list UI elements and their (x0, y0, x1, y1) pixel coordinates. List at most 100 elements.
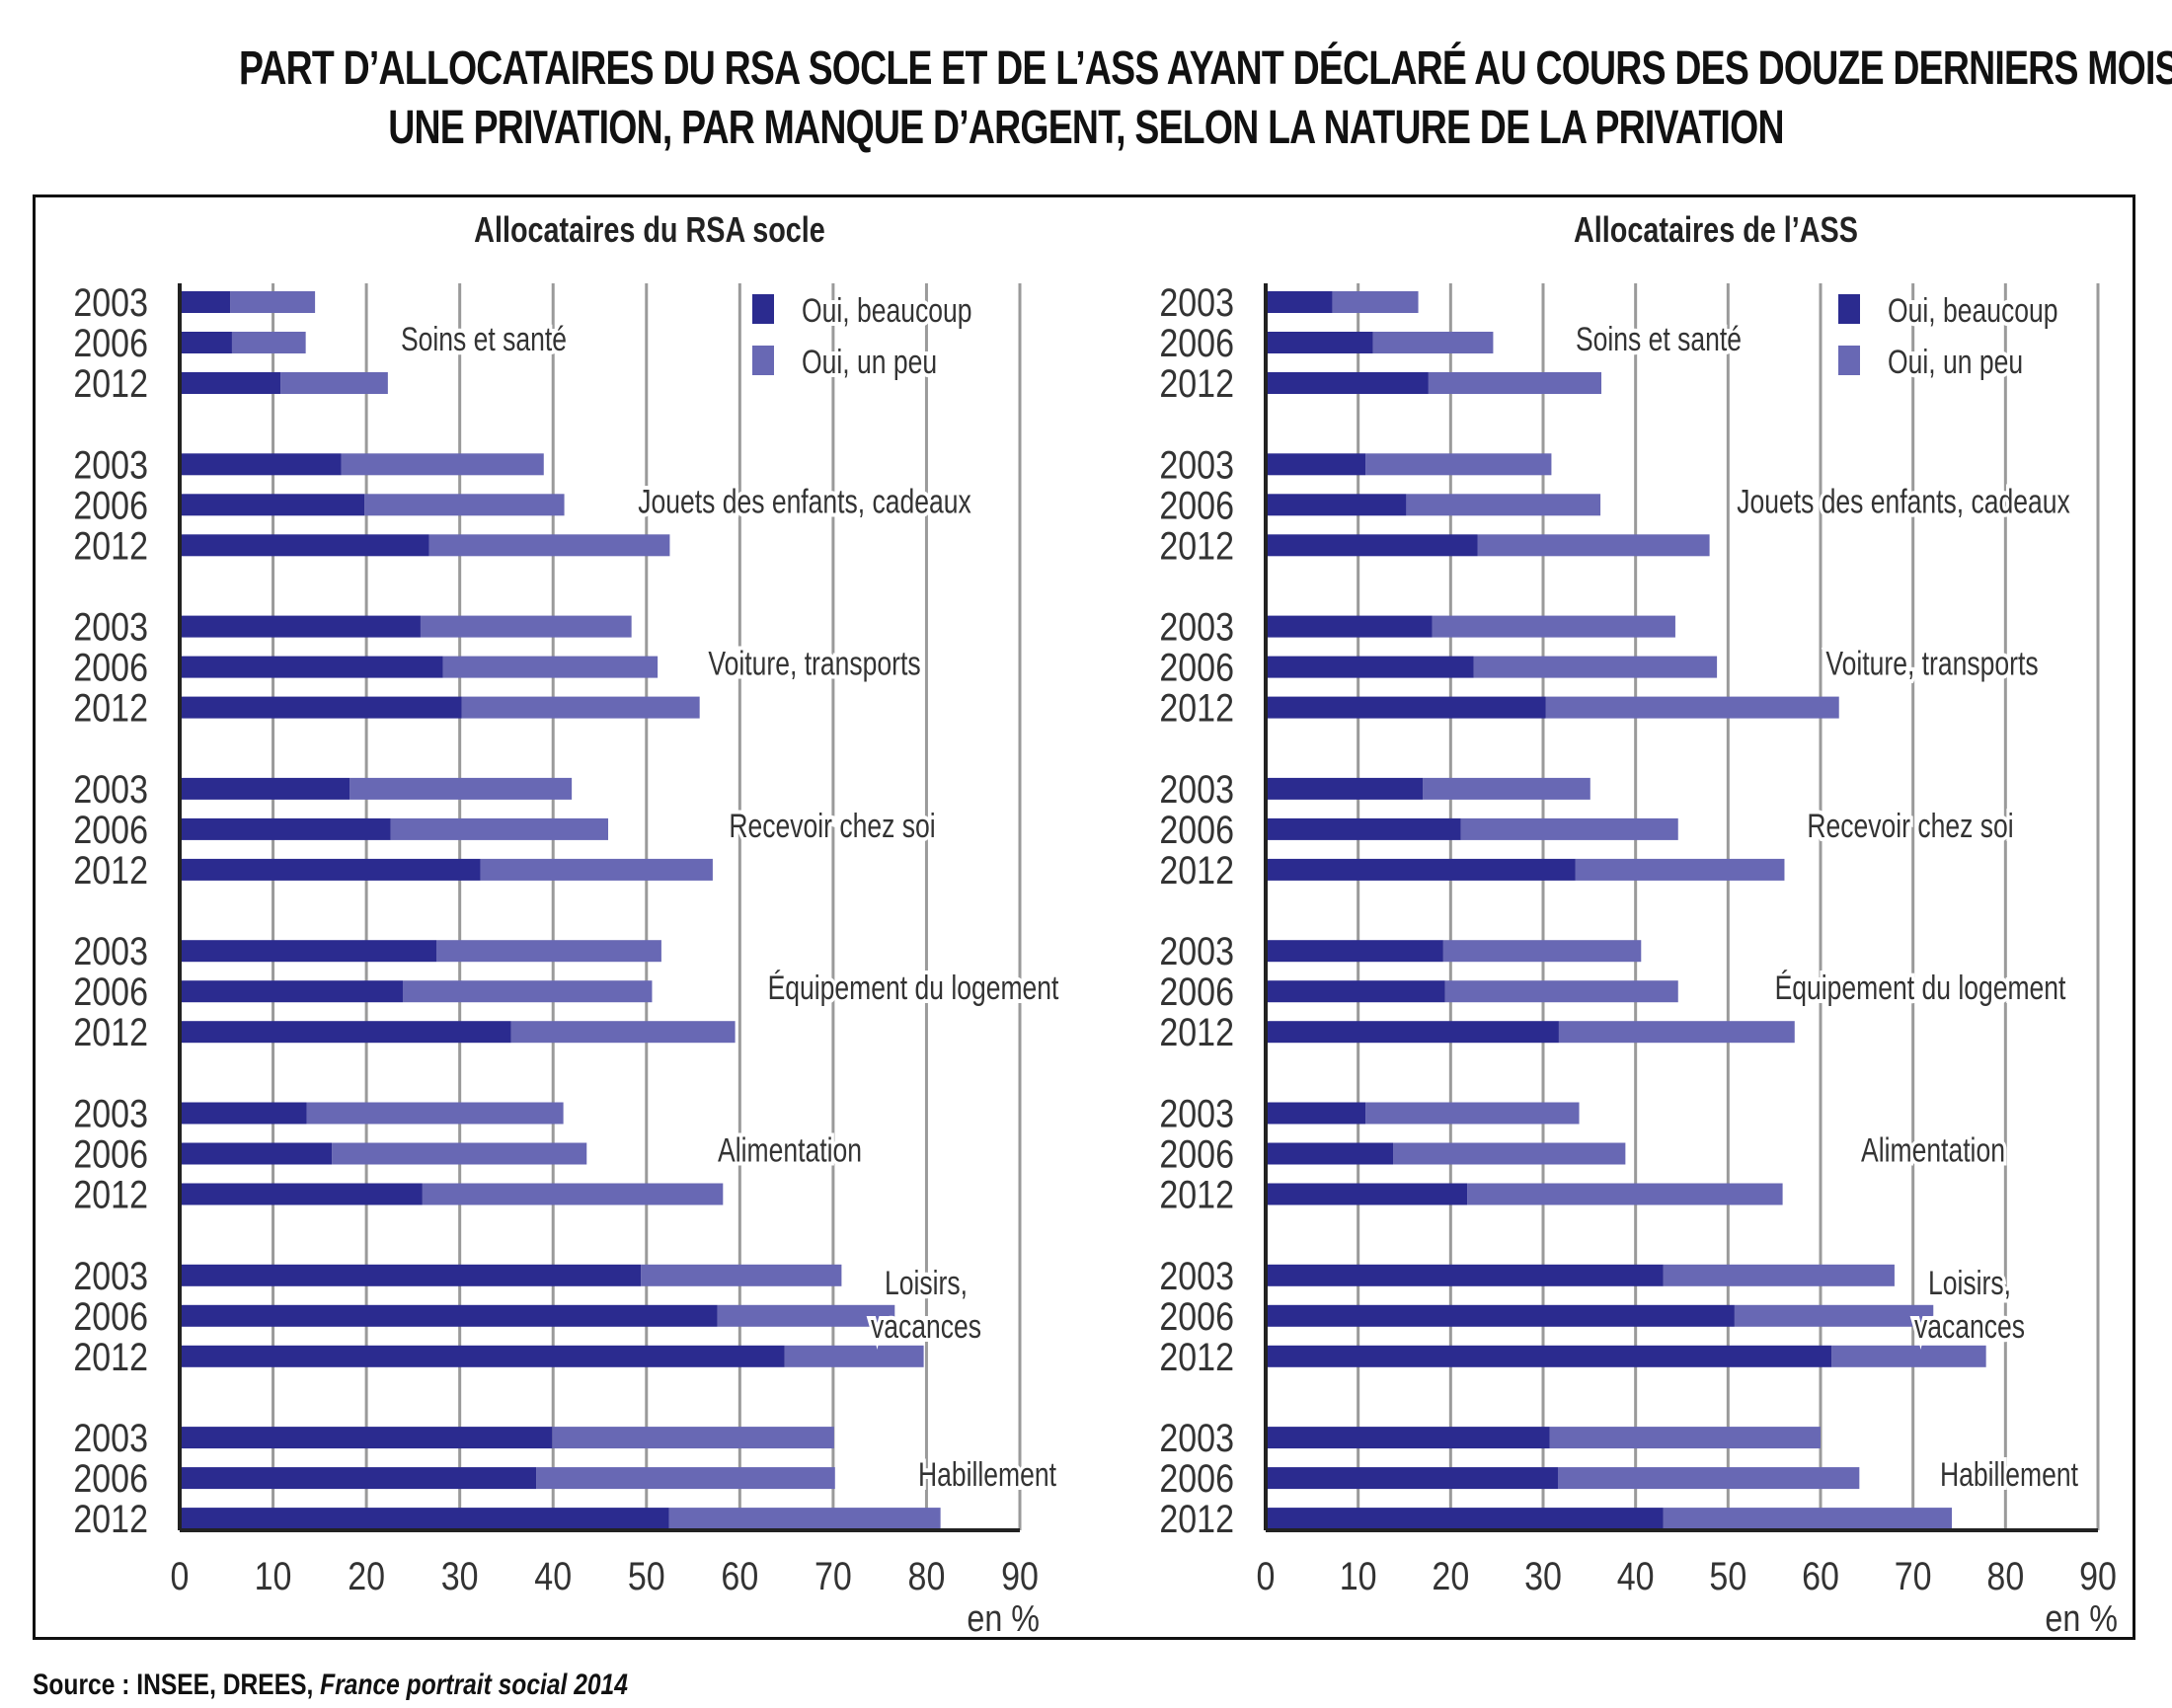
x-tick-label-ass: 0 (1257, 1553, 1276, 1597)
category-label-ass-7: Habillement (1940, 1456, 2078, 1494)
bar-un-peu-ass-3-2006 (1460, 817, 1678, 840)
bar-un-peu-rsa-6-2006 (717, 1304, 895, 1327)
bar-un-peu-ass-7-2012 (1663, 1508, 1953, 1530)
legend-swatch-un-peu-ass (1838, 346, 1860, 375)
category-label-rsa-5: Alimentation (718, 1131, 862, 1169)
legend-label-halo-rsa: Oui, beaucoup (802, 292, 971, 330)
bar-beaucoup-rsa-2-2012 (180, 696, 462, 719)
category-label-rsa-6: vacances (871, 1308, 981, 1346)
category-label-halo-rsa-7: Habillement (918, 1456, 1056, 1494)
category-label-halo-ass-3: Recevoir chez soi (1807, 808, 2013, 845)
bar-beaucoup-rsa-5-2003 (180, 1102, 307, 1125)
year-label-ass: 2006 (1159, 645, 1234, 689)
bar-un-peu-rsa-1-2003 (341, 453, 544, 476)
year-label-ass: 2006 (1159, 320, 1234, 364)
bar-un-peu-ass-5-2012 (1467, 1183, 1783, 1205)
bar-beaucoup-ass-0-2003 (1266, 291, 1333, 313)
x-tick-label-ass: 40 (1617, 1553, 1655, 1597)
bar-un-peu-ass-1-2012 (1477, 534, 1710, 557)
category-label-rsa-3: Recevoir chez soi (729, 808, 935, 845)
year-label-rsa: 2003 (73, 929, 148, 973)
bar-un-peu-rsa-4-2006 (402, 980, 653, 1003)
bar-beaucoup-ass-6-2006 (1266, 1304, 1735, 1327)
bar-beaucoup-ass-3-2006 (1266, 817, 1461, 840)
year-label-ass: 2003 (1159, 442, 1234, 487)
year-label-rsa: 2003 (73, 279, 148, 324)
bar-beaucoup-rsa-6-2012 (180, 1345, 785, 1367)
year-label-rsa: 2006 (73, 1455, 148, 1500)
bar-un-peu-ass-1-2003 (1365, 453, 1552, 476)
legend-label-halo-rsa: Oui, un peu (802, 344, 937, 381)
year-label-ass: 2012 (1159, 1496, 1234, 1540)
year-label-ass: 2003 (1159, 1253, 1234, 1297)
year-label-rsa: 2012 (73, 1496, 148, 1540)
category-label-halo-rsa-4: Équipement du logement (768, 969, 1059, 1007)
bar-un-peu-rsa-7-2006 (536, 1467, 835, 1490)
year-label-rsa: 2006 (73, 483, 148, 527)
x-tick-label-rsa: 40 (534, 1553, 572, 1597)
bar-un-peu-ass-7-2003 (1549, 1427, 1821, 1449)
bar-beaucoup-rsa-3-2003 (180, 777, 350, 800)
bar-beaucoup-rsa-1-2006 (180, 494, 365, 516)
category-label-rsa-2: Voiture, transports (708, 645, 920, 682)
bar-beaucoup-ass-1-2006 (1266, 494, 1407, 516)
x-tick-label-rsa: 30 (441, 1553, 479, 1597)
bar-un-peu-rsa-5-2006 (332, 1142, 587, 1165)
category-label-ass-0: Soins et santé (1576, 321, 1742, 358)
bar-beaucoup-ass-2-2006 (1266, 656, 1474, 678)
year-label-ass: 2012 (1159, 1172, 1234, 1216)
category-label-rsa-6: Loisirs, (885, 1265, 968, 1302)
bar-beaucoup-ass-0-2012 (1266, 372, 1429, 394)
year-label-ass: 2003 (1159, 1415, 1234, 1459)
bar-un-peu-rsa-4-2003 (436, 940, 661, 963)
year-label-rsa: 2003 (73, 1253, 148, 1297)
x-tick-label-ass: 90 (2079, 1553, 2117, 1597)
legend-label-halo-ass: Oui, beaucoup (1888, 292, 2057, 330)
x-tick-label-rsa: 90 (1001, 1553, 1039, 1597)
category-label-ass-3: Recevoir chez soi (1807, 808, 2013, 845)
bar-beaucoup-rsa-0-2003 (180, 291, 231, 313)
bar-beaucoup-rsa-5-2006 (180, 1142, 333, 1165)
bar-un-peu-ass-0-2012 (1428, 372, 1602, 394)
category-label-ass-4: Équipement du logement (1775, 969, 2066, 1007)
year-label-ass: 2012 (1159, 360, 1234, 405)
category-label-halo-ass-2: Voiture, transports (1825, 645, 2038, 682)
category-label-halo-rsa-1: Jouets des enfants, cadeaux (638, 483, 971, 520)
panel-title-rsa: Allocataires du RSA socle (474, 209, 825, 250)
year-label-rsa: 2003 (73, 1091, 148, 1135)
bar-beaucoup-ass-1-2003 (1266, 453, 1366, 476)
source-note: Source : INSEE, DREES, France portrait s… (33, 1669, 628, 1702)
category-label-halo-ass-0: Soins et santé (1576, 321, 1742, 358)
category-label-ass-5: Alimentation (1861, 1131, 2005, 1169)
bar-beaucoup-rsa-4-2003 (180, 940, 437, 963)
bar-un-peu-ass-1-2006 (1406, 494, 1601, 516)
category-label-rsa-7: Habillement (918, 1456, 1056, 1494)
legend-swatch-beaucoup-rsa (752, 294, 774, 324)
bar-un-peu-ass-6-2003 (1663, 1264, 1895, 1286)
category-label-halo-rsa-3: Recevoir chez soi (729, 808, 935, 845)
legend-label-beaucoup-ass: Oui, beaucoup (1888, 292, 2057, 330)
bar-beaucoup-ass-6-2003 (1266, 1264, 1664, 1286)
bar-beaucoup-ass-2-2003 (1266, 615, 1433, 638)
x-tick-label-rsa: 70 (814, 1553, 852, 1597)
bar-un-peu-ass-7-2006 (1557, 1467, 1860, 1490)
year-label-ass: 2012 (1159, 1010, 1234, 1054)
year-label-ass: 2003 (1159, 1091, 1234, 1135)
year-label-ass: 2006 (1159, 807, 1234, 851)
year-label-ass: 2006 (1159, 483, 1234, 527)
x-tick-label-ass: 60 (1802, 1553, 1839, 1597)
x-tick-label-ass: 80 (1986, 1553, 2024, 1597)
x-tick-label-ass: 50 (1709, 1553, 1746, 1597)
source-publication: France portrait social 2014 (320, 1669, 628, 1701)
x-tick-label-rsa: 20 (348, 1553, 385, 1597)
bar-beaucoup-ass-6-2012 (1266, 1345, 1832, 1367)
year-label-rsa: 2003 (73, 442, 148, 487)
year-label-rsa: 2003 (73, 604, 148, 649)
year-label-rsa: 2006 (73, 807, 148, 851)
bar-un-peu-ass-2-2006 (1473, 656, 1718, 678)
bar-beaucoup-ass-0-2006 (1266, 332, 1373, 353)
year-label-rsa: 2012 (73, 1334, 148, 1378)
bar-un-peu-rsa-6-2003 (641, 1264, 842, 1286)
bar-beaucoup-rsa-6-2006 (180, 1304, 718, 1327)
x-tick-label-rsa: 0 (171, 1553, 190, 1597)
